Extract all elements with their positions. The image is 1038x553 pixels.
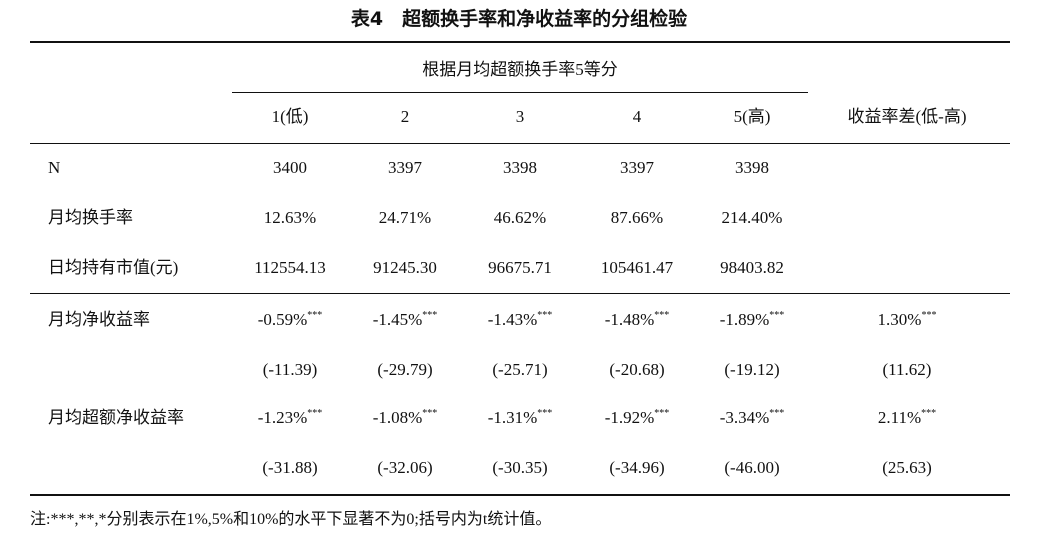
row-label: 日均持有市值(元) <box>48 258 179 277</box>
cell-value: -1.92% <box>604 408 655 427</box>
column-header: 5(高) <box>733 107 771 126</box>
cell: -1.48%*** <box>605 310 670 330</box>
significance: *** <box>537 310 553 321</box>
cell: (-11.39) <box>262 360 318 379</box>
cell: -1.89%*** <box>720 310 785 330</box>
header-rule <box>30 143 1010 144</box>
significance: *** <box>769 310 785 321</box>
cell: (-46.00) <box>724 458 780 477</box>
row-label: 月均净收益率 <box>48 310 150 329</box>
cell: (-31.88) <box>262 458 318 477</box>
cell: 3398 <box>503 158 537 177</box>
cell: 98403.82 <box>720 258 784 277</box>
bottom-rule <box>30 494 1010 496</box>
cell: 105461.47 <box>600 258 674 277</box>
cell: 1.30%*** <box>878 310 937 330</box>
cell: -1.45%*** <box>373 310 438 330</box>
significance: *** <box>422 310 438 321</box>
cell-value: -1.48% <box>604 310 655 329</box>
cell: -1.92%*** <box>605 408 670 428</box>
cell-value: -1.43% <box>487 310 538 329</box>
top-rule <box>30 41 1010 43</box>
cell: 91245.30 <box>373 258 437 277</box>
cell: 112554.13 <box>254 258 326 277</box>
row-label: 月均换手率 <box>48 208 133 227</box>
cell: 24.71% <box>378 208 432 227</box>
cell: (25.63) <box>882 458 932 477</box>
cell: 214.40% <box>721 208 783 227</box>
cell-value: -1.45% <box>372 310 423 329</box>
cell: (-20.68) <box>609 360 665 379</box>
cell: (11.62) <box>882 360 932 379</box>
row-label: 月均超额净收益率 <box>48 408 184 427</box>
significance: *** <box>921 310 937 321</box>
cell: 3397 <box>620 158 654 177</box>
cell: 87.66% <box>610 208 664 227</box>
significance: *** <box>654 310 670 321</box>
cell: -1.43%*** <box>488 310 553 330</box>
cell: 3400 <box>273 158 307 177</box>
cell-value: 2.11% <box>877 408 922 427</box>
cell-value: 1.30% <box>877 310 922 329</box>
significance: *** <box>307 408 323 419</box>
cell: (-34.96) <box>609 458 665 477</box>
significance: *** <box>307 310 323 321</box>
mid-rule <box>30 293 1010 294</box>
cell: (-19.12) <box>724 360 780 379</box>
cell: 46.62% <box>493 208 547 227</box>
cell-value: -1.89% <box>719 310 770 329</box>
cell: (-32.06) <box>377 458 433 477</box>
column-header: 2 <box>400 107 410 126</box>
cell: 3398 <box>735 158 769 177</box>
group-rule <box>232 92 808 93</box>
cell: -1.08%*** <box>373 408 438 428</box>
group-header: 根据月均超额换手率5等分 <box>422 60 618 79</box>
cell: -1.23%*** <box>258 408 323 428</box>
note: 注:***,**,*分别表示在1%,5%和10%的水平下显著不为0;括号内为t统… <box>30 511 552 528</box>
cell: 3397 <box>388 158 422 177</box>
cell: -0.59%*** <box>258 310 323 330</box>
significance: *** <box>769 408 785 419</box>
cell: (-25.71) <box>492 360 548 379</box>
significance: *** <box>537 408 553 419</box>
cell-value: -3.34% <box>719 408 770 427</box>
cell: 2.11%*** <box>878 408 936 428</box>
cell: 96675.71 <box>488 258 552 277</box>
cell-value: -1.23% <box>257 408 308 427</box>
significance: *** <box>921 408 937 419</box>
cell-value: -1.08% <box>372 408 423 427</box>
significance: *** <box>654 408 670 419</box>
row-label: N <box>48 158 61 177</box>
cell: 12.63% <box>263 208 317 227</box>
cell: (-30.35) <box>492 458 548 477</box>
table-title: 表4 超额换手率和净收益率的分组检验 <box>350 8 688 30</box>
cell: -3.34%*** <box>720 408 785 428</box>
cell-value: -0.59% <box>257 310 308 329</box>
column-header: 4 <box>632 107 642 126</box>
cell: (-29.79) <box>377 360 433 379</box>
column-header: 3 <box>515 107 525 126</box>
column-header: 1(低) <box>271 107 309 126</box>
cell-value: -1.31% <box>487 408 538 427</box>
column-header: 收益率差(低-高) <box>847 107 967 126</box>
cell: -1.31%*** <box>488 408 553 428</box>
significance: *** <box>422 408 438 419</box>
